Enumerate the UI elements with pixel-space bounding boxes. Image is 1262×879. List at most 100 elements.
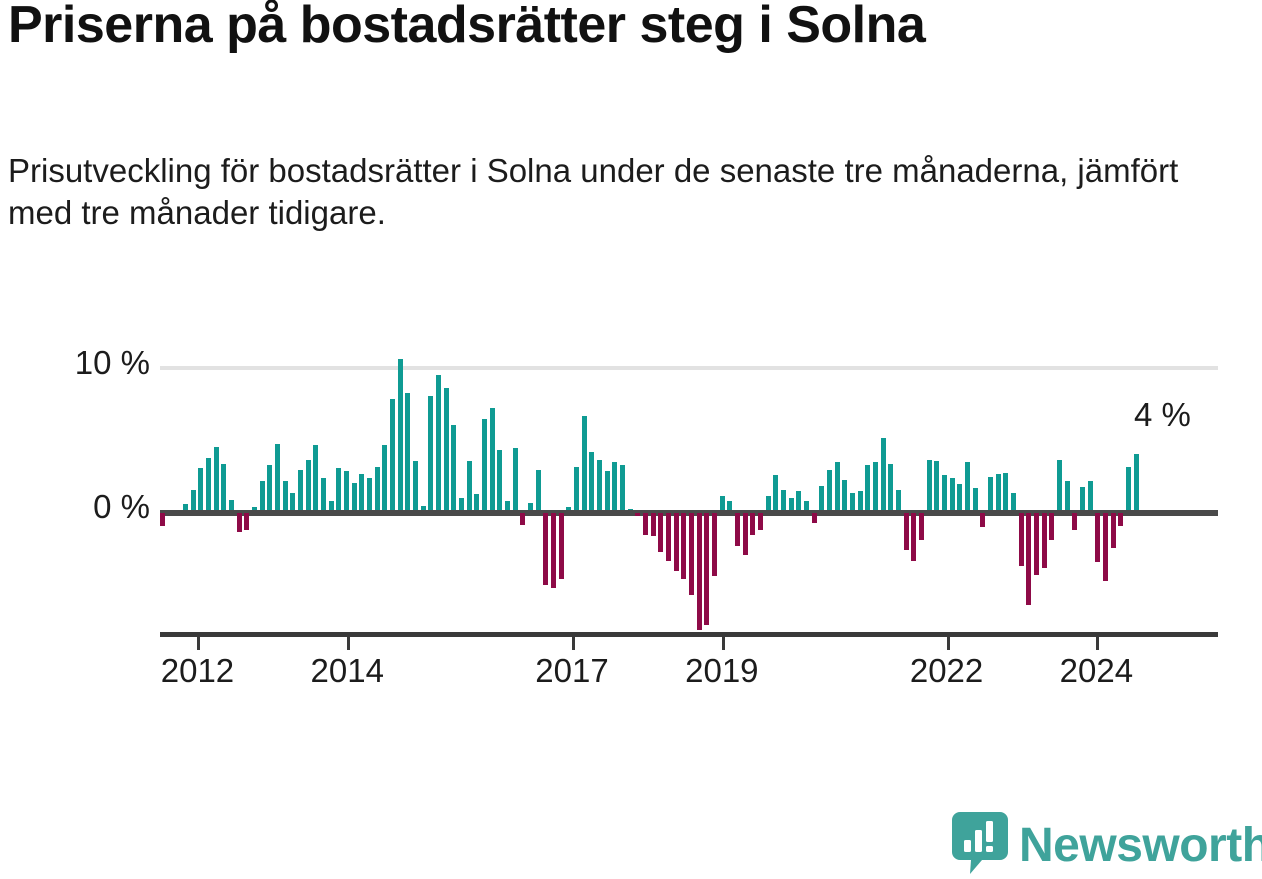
- bar: [1026, 513, 1032, 606]
- bar: [190, 489, 196, 510]
- bar: [804, 501, 810, 510]
- bar: [206, 458, 212, 510]
- x-axis-tick: [1096, 637, 1100, 650]
- bar: [995, 474, 1001, 510]
- bar: [359, 474, 365, 510]
- bar: [911, 513, 917, 561]
- bar: [857, 491, 863, 510]
- bar: [213, 446, 219, 510]
- bar: [842, 479, 848, 510]
- bar: [558, 513, 564, 580]
- bar: [704, 513, 710, 626]
- logo-text: Newsworthy: [1019, 818, 1262, 872]
- bar: [781, 489, 787, 510]
- bar: [183, 504, 189, 510]
- bar: [528, 502, 534, 510]
- bar: [612, 462, 618, 510]
- x-axis-tick-label: 2022: [909, 652, 984, 689]
- newsworthy-logo[interactable]: Newsworthy: [952, 812, 1262, 879]
- bar: [773, 475, 779, 510]
- bar: [972, 488, 978, 510]
- bar: [988, 476, 994, 510]
- bar: [742, 513, 748, 555]
- bar: [627, 508, 633, 510]
- x-axis-tick: [347, 637, 351, 650]
- bar: [980, 513, 986, 528]
- bar: [635, 513, 641, 516]
- bar: [597, 459, 603, 510]
- bar: [574, 466, 580, 510]
- bar: [244, 513, 250, 531]
- bar: [459, 498, 465, 510]
- bar: [888, 463, 894, 510]
- bar: [919, 513, 925, 541]
- bar: [282, 481, 288, 510]
- bar: [696, 513, 702, 630]
- bar: [1110, 513, 1116, 548]
- bar: [758, 513, 764, 531]
- bar: [681, 513, 687, 580]
- bar: [313, 445, 319, 510]
- bar: [719, 495, 725, 510]
- bar: [965, 462, 971, 510]
- bar: [1087, 481, 1093, 510]
- bar: [1003, 472, 1009, 510]
- bar: [298, 469, 304, 510]
- bar-chart: 10 % 0 % 2012 2014 2017 2019 2022 2024 4 %: [0, 320, 1262, 720]
- bar: [1133, 453, 1139, 510]
- bar: [505, 501, 511, 510]
- bar: [650, 513, 656, 537]
- bar: [1057, 459, 1063, 510]
- bar: [543, 513, 549, 585]
- bar: [942, 475, 948, 510]
- bar: [221, 463, 227, 510]
- bar: [834, 462, 840, 510]
- bar: [428, 396, 434, 510]
- bar: [198, 468, 204, 510]
- bar: [405, 393, 411, 510]
- bar: [551, 513, 557, 588]
- bar: [750, 513, 756, 535]
- y-axis-label-0: 0 %: [93, 488, 150, 525]
- x-axis-tick: [572, 637, 575, 650]
- bar: [765, 495, 771, 510]
- bar: [351, 482, 357, 510]
- bar: [604, 471, 610, 510]
- bar: [712, 513, 718, 577]
- bar-series: [160, 320, 1218, 650]
- bar: [466, 461, 472, 510]
- bar: [1049, 513, 1055, 541]
- y-axis-label-10: 10 %: [74, 344, 150, 381]
- bar: [1018, 513, 1024, 567]
- bar: [1103, 513, 1109, 581]
- bar: [413, 461, 419, 510]
- x-axis-tick-label: 2024: [1059, 652, 1134, 689]
- bar: [1011, 492, 1017, 510]
- bar: [474, 494, 480, 510]
- x-axis-tick-label: 2014: [310, 652, 384, 689]
- bar: [436, 374, 442, 510]
- bar: [290, 492, 296, 510]
- bar: [382, 445, 388, 510]
- bar: [420, 505, 426, 510]
- bar: [252, 507, 258, 510]
- bar: [1080, 486, 1086, 510]
- bar: [1034, 513, 1040, 575]
- bar: [229, 499, 235, 510]
- x-axis-tick: [721, 637, 725, 650]
- bar: [236, 513, 242, 532]
- bar: [275, 443, 281, 510]
- bar: [535, 469, 541, 510]
- bar: [666, 513, 672, 561]
- bar: [1126, 466, 1132, 510]
- bar: [566, 507, 572, 510]
- bar: [903, 513, 909, 551]
- bar: [589, 452, 595, 510]
- bar: [581, 416, 587, 510]
- x-axis-tick: [197, 637, 201, 650]
- bar: [482, 419, 488, 510]
- chart-subtitle: Prisutveckling för bostadsrätter i Solna…: [8, 152, 1179, 232]
- bar: [160, 513, 166, 526]
- bar: [643, 513, 649, 535]
- bar: [344, 471, 350, 510]
